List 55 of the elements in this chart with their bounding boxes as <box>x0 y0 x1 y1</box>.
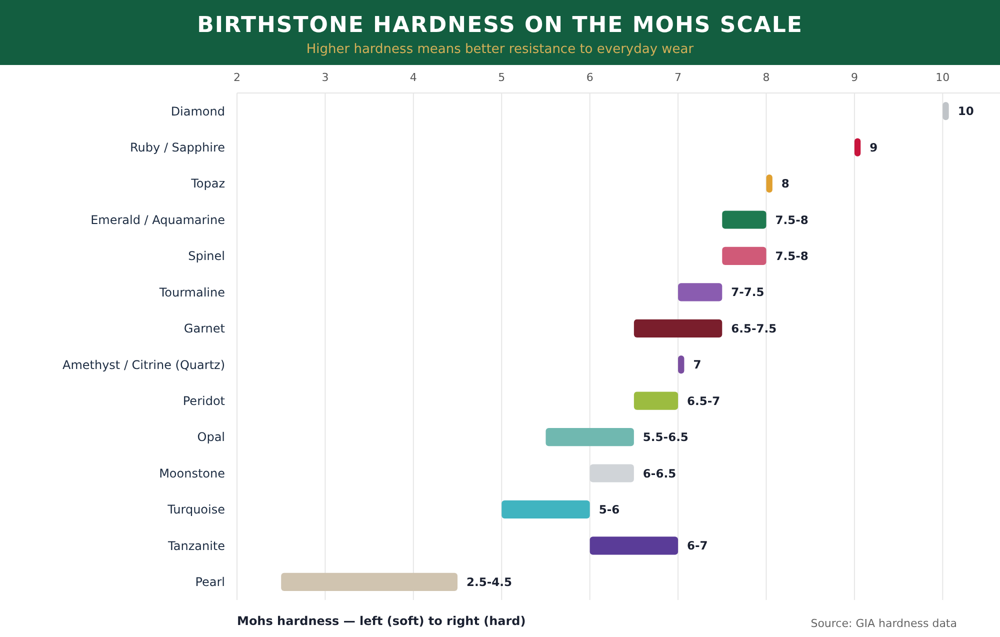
x-tick-label: 5 <box>498 71 506 84</box>
y-tick-label: Spinel <box>188 249 225 264</box>
x-axis-title: Mohs hardness — left (soft) to right (hard) <box>237 614 526 628</box>
y-tick-label: Garnet <box>184 322 226 336</box>
source-note: Source: GIA hardness data <box>810 617 957 630</box>
bar <box>678 356 684 374</box>
bar <box>546 428 634 446</box>
bar <box>722 210 766 229</box>
y-tick-label: Topaz <box>190 176 225 191</box>
y-tick-label: Moonstone <box>159 466 225 480</box>
bar <box>634 319 722 338</box>
data-label: 6-7 <box>687 538 708 553</box>
y-tick-label: Tanzanite <box>167 538 225 553</box>
data-label: 7.5-8 <box>775 248 808 263</box>
data-label: 7.5-8 <box>775 212 808 227</box>
x-tick-label: 3 <box>322 71 329 84</box>
data-label: 2.5-4.5 <box>466 574 512 589</box>
data-label: 6-6.5 <box>642 466 676 480</box>
y-tick-label: Pearl <box>195 575 225 590</box>
bar <box>590 464 634 482</box>
bar <box>722 246 766 266</box>
data-label: 10 <box>958 104 974 118</box>
x-tick-label: 9 <box>850 71 858 84</box>
x-tick-label: 8 <box>762 71 770 84</box>
x-tick-label: 4 <box>410 71 417 84</box>
bar <box>766 174 772 193</box>
x-tick-label: 6 <box>586 71 594 84</box>
bar <box>590 536 678 555</box>
data-label: 6.5-7 <box>687 394 720 408</box>
y-tick-label: Peridot <box>182 394 226 408</box>
y-tick-label: Turquoise <box>166 502 225 517</box>
data-label: 9 <box>870 140 878 154</box>
y-tick-label: Amethyst / Citrine (Quartz) <box>62 358 225 372</box>
x-tick-label: 7 <box>674 71 682 84</box>
y-tick-label: Diamond <box>170 104 225 118</box>
x-tick-label: 2 <box>234 71 240 84</box>
y-tick-label: Opal <box>197 430 225 444</box>
chart-title: BIRTHSTONE HARDNESS ON THE MOHS SCALE <box>197 13 803 38</box>
bar <box>678 283 722 302</box>
data-label: 5.5-6.5 <box>642 430 688 444</box>
data-label: 7-7.5 <box>731 285 764 300</box>
y-tick-label: Tourmaline <box>158 285 225 300</box>
bar <box>281 572 458 591</box>
data-label: 8 <box>781 176 790 191</box>
chart-subtitle: Higher hardness means better resistance to everyday wear <box>306 42 694 57</box>
data-label: 5-6 <box>598 502 620 516</box>
bar <box>502 500 590 519</box>
data-label: 7 <box>693 358 702 372</box>
y-tick-label: Ruby / Sapphire <box>130 140 225 155</box>
bar <box>634 392 678 410</box>
data-label: 6.5-7.5 <box>731 321 777 336</box>
x-tick-label: 10 <box>936 71 950 84</box>
bar <box>854 138 861 156</box>
y-tick-label: Emerald / Aquamarine <box>90 212 225 227</box>
bar <box>942 102 949 120</box>
